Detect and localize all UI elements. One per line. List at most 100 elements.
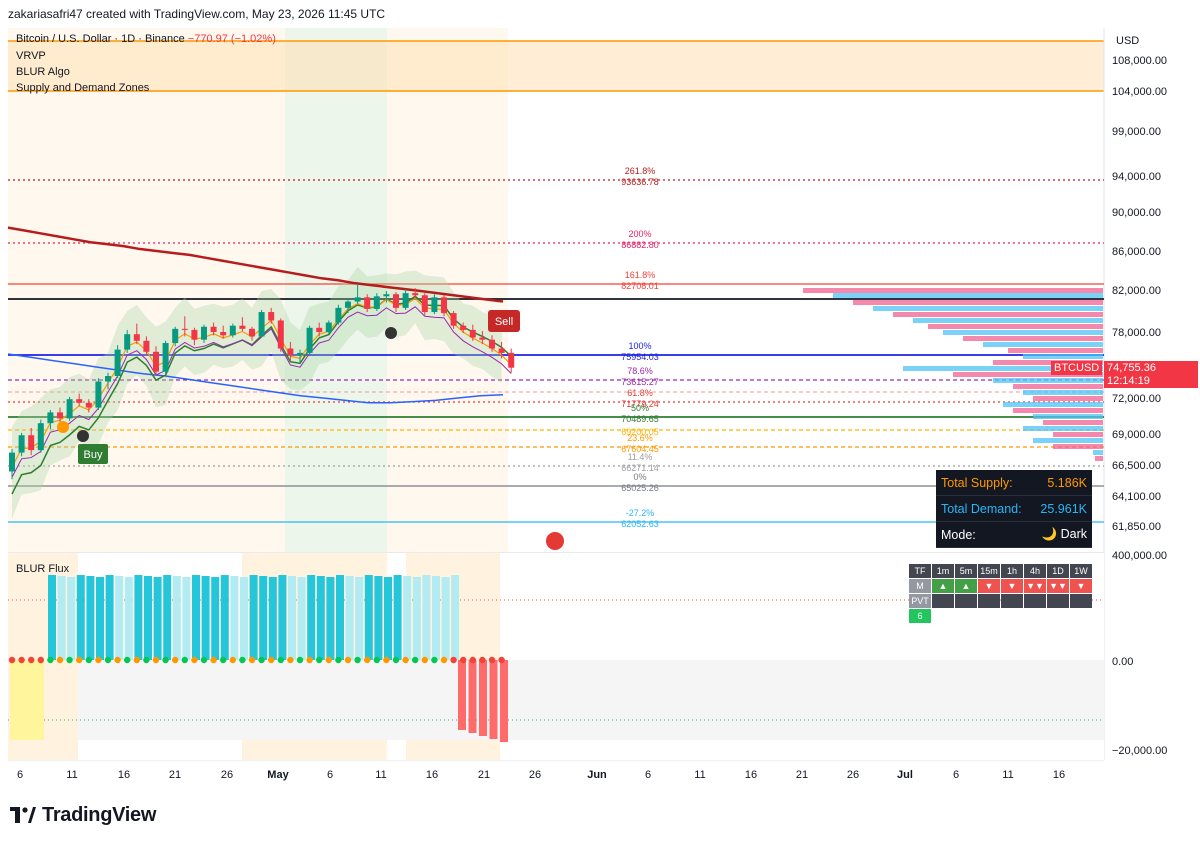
flux-bar [230,576,239,660]
tf-count: 6 [909,609,931,623]
candle-body [9,452,15,472]
flux-signal-dot [258,656,265,664]
candle-body [268,312,275,321]
fib-pct-label: 61.8% [627,388,653,398]
indicator-vrvp[interactable]: VRVP [16,50,46,62]
price-tick-label: 61,850.00 [1112,521,1161,533]
flux-signal-dot [85,656,93,664]
fib-pct-label: 200% [628,229,651,239]
fib-pct-label: 161.8% [625,270,656,280]
tf-pvt-row: PVT [909,594,1092,608]
candle-body [28,435,35,451]
candle-body [181,328,188,330]
volume-profile-bar [1095,456,1103,461]
time-axis-label: 11 [66,769,77,781]
mode-value: 🌙 Dark [1041,527,1087,541]
candle-body [37,423,44,451]
indicator-supply-demand[interactable]: Supply and Demand Zones [16,82,150,94]
candle-body [412,293,419,296]
volume-profile-bar [853,300,1103,305]
candle-body [345,301,351,308]
tf-signal-cell: ▲ [932,579,954,593]
candle-body [354,297,361,302]
flux-signal-dot [383,656,390,664]
price-tick-label: 104,000.00 [1112,86,1167,98]
time-axis-label: 16 [426,769,438,781]
symbol-legend[interactable]: Bitcoin / U.S. Dollar · 1D · Binance −77… [16,33,276,45]
total-supply-row: Total Supply: 5.186K [936,470,1092,496]
buy-signal: Buy [78,444,108,464]
candle-body [373,296,380,309]
indicator-blur-algo[interactable]: BLUR Algo [16,66,70,78]
flux-bar [105,575,114,660]
fib-price-label: 82708.01 [621,281,659,291]
sell-badge [488,310,520,332]
volume-profile-bar [893,312,1103,317]
candle-body [162,343,169,372]
volume-profile-bar [1053,444,1103,449]
candle-body [239,325,246,329]
time-axis-label: 11 [375,769,386,781]
flux-signal-dot [200,656,208,664]
flux-bar [76,575,85,660]
price-tick-label: 90,000.00 [1112,207,1161,219]
candle-body [124,334,131,350]
flux-signal-dot [66,656,73,664]
flux-signal-dot [143,656,150,664]
flux-bar [489,660,498,739]
fib-pct-label: 78.6% [627,366,653,376]
flux-bar [432,576,440,660]
flux-bar [182,577,191,660]
flux-signal-dot [8,656,16,664]
flux-signal-dot [18,656,25,664]
time-axis-label: 6 [17,769,23,781]
tradingview-logo[interactable]: TradingView [10,802,156,828]
flux-bar [96,577,104,660]
fib-pct-label: -27.2% [626,508,655,518]
time-axis-label: May [267,769,289,781]
candle-body [383,294,390,297]
flux-bar [451,575,460,660]
flux-signal-dot [354,656,361,664]
flux-title[interactable]: BLUR Flux [16,563,70,575]
flux-signal-dot [460,656,467,664]
flux-bar [124,577,133,660]
tf-count-row: 6 [909,609,1092,623]
tf-header-row: TF 1m 5m 15m 1h 4h 1D 1W [909,564,1092,578]
flux-signal-dot [104,656,112,664]
volume-profile-bar [1023,426,1103,431]
candle-body [95,381,102,408]
supply-value: 5.186K [1047,475,1087,490]
flux-signal-dot [488,656,496,664]
tf-signal-cell: ▼ [1001,579,1023,593]
flux-signal-dot [28,656,35,664]
candle-body [153,351,159,372]
price-tick-label: 82,000.00 [1112,285,1161,297]
fib-pct-label: 11.4% [628,452,653,462]
flux-signal-dot [325,656,332,664]
volume-profile-bar [873,306,1103,311]
tradingview-wordmark: TradingView [42,803,157,826]
time-axis-label: Jun [587,769,607,781]
candle-body [508,352,515,368]
candle-body [316,327,323,332]
fib-pct-label: 23.6% [627,433,653,443]
price-tick-label: 64,100.00 [1112,491,1161,503]
flux-bar [345,576,354,660]
flux-bar [384,577,392,660]
flux-bar [86,576,95,660]
candle-body [393,294,399,308]
flux-signal-dot [450,656,457,664]
sell-signal: Sell [488,310,520,332]
fib-pct-label: 100% [628,341,651,351]
us-flag-event-icon [546,532,564,550]
candle-body [469,329,476,338]
total-demand-row: Total Demand: 25.961K [936,496,1092,522]
flux-bar [500,660,508,742]
flux-signal-dot [114,656,121,664]
supply-zone [8,41,1104,91]
flux-bar [10,660,44,740]
flux-signal-dot [248,656,256,664]
tf-signal-cell: ▼ [978,579,1000,593]
